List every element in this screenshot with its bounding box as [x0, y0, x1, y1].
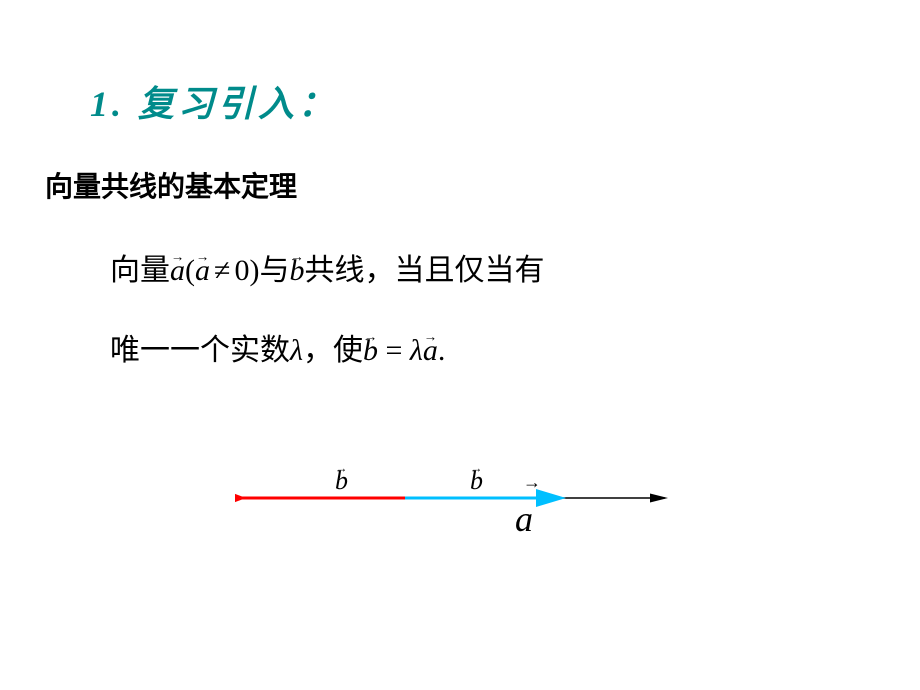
theorem-name: 向量共线的基本定理	[45, 165, 297, 205]
vector-a: →a	[170, 254, 185, 288]
section-title: 1. 复习引入：	[90, 75, 338, 127]
vector-arrow-icon: →	[336, 462, 348, 475]
diagram-svg	[235, 470, 675, 550]
diagram-label-a: a	[515, 498, 533, 540]
subtitle-text: 向量共线的基本定理	[45, 172, 297, 203]
text-prefix: 向量	[110, 254, 170, 287]
vector-arrow-icon: →	[364, 329, 378, 344]
theorem-line-1: 向量→a(→a≠0)与→b共线，当且仅当有	[110, 245, 544, 289]
diagram-label-b2: →b	[470, 466, 483, 496]
dot: .	[438, 334, 446, 367]
vector-a2: →a	[195, 254, 210, 288]
vector-b2: →b	[363, 334, 378, 368]
vector-arrow-icon: →	[196, 249, 210, 264]
theorem-line-2: 唯一一个实数λ，使→b = λ→a.	[110, 325, 445, 369]
vector-arrow-icon: →	[471, 462, 483, 475]
open-paren: (	[185, 254, 195, 287]
var-lambda2: λ	[410, 334, 423, 367]
text-comma: ，使	[303, 334, 363, 367]
vector-b: →b	[289, 254, 304, 288]
vector-arrow-icon: →	[171, 249, 185, 264]
close-paren: )	[249, 254, 259, 287]
diagram-label-b1: →b	[335, 466, 348, 496]
neq: ≠	[210, 254, 234, 287]
title-text: 1. 复习引入：	[90, 84, 338, 124]
vector-diagram: →b →b → a	[235, 470, 675, 550]
vector-arrow-icon: →	[424, 329, 438, 344]
diagram-label-a-arrow: →	[523, 472, 541, 493]
eq: =	[378, 334, 410, 367]
zero: 0	[234, 254, 249, 287]
text-collinear: 共线，当且仅当有	[304, 254, 544, 287]
var-lambda: λ	[290, 334, 303, 367]
vector-a3: →a	[423, 334, 438, 368]
vector-arrow-icon: →	[290, 249, 304, 264]
text-with: 与	[259, 254, 289, 287]
text-unique: 唯一一个实数	[110, 334, 290, 367]
